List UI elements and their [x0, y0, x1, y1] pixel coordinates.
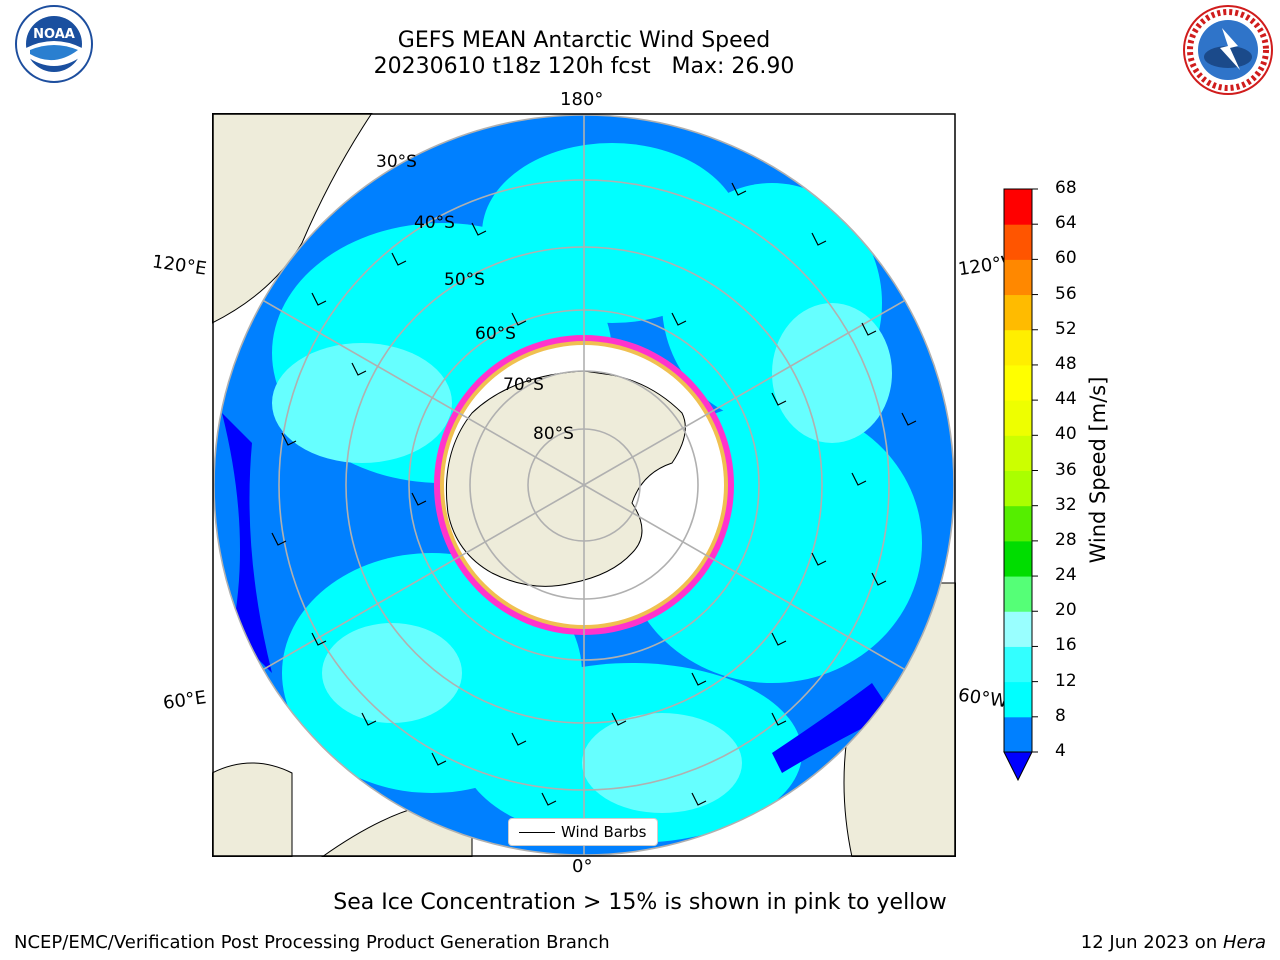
colorbar-tick-label: 24	[1055, 565, 1077, 586]
colorbar-tick-label: 40	[1055, 424, 1077, 445]
colorbar-segment	[1004, 540, 1032, 577]
footer-date-text: 12 Jun 2023 on	[1080, 932, 1223, 953]
legend-label: Wind Barbs	[561, 823, 647, 841]
colorbar-segment	[1004, 716, 1032, 753]
nws-logo	[1183, 5, 1273, 95]
colorbar-segment	[1004, 611, 1032, 647]
colorbar-segment	[1004, 224, 1032, 260]
colorbar-segment	[1004, 505, 1032, 542]
land-australia-corner	[212, 113, 373, 324]
colorbar-segment	[1004, 681, 1032, 718]
footer-host: Hera	[1222, 932, 1266, 953]
colorbar-tick-label: 64	[1055, 213, 1077, 234]
lon-label-60e: 60°E	[161, 687, 208, 714]
lon-label-180: 180°	[560, 89, 604, 110]
colorbar-segment	[1004, 259, 1032, 296]
lat-label-60s: 60°S	[475, 324, 516, 344]
colorbar-tick-label: 8	[1055, 705, 1066, 726]
colorbar-tick-label: 56	[1055, 283, 1077, 304]
colorbar-tick-label: 60	[1055, 248, 1077, 269]
map-frame	[212, 113, 956, 857]
colorbar-segment	[1004, 400, 1032, 436]
lon-label-120e: 120°E	[150, 251, 208, 280]
colorbar-segment	[1004, 294, 1032, 331]
lat-label-40s: 40°S	[414, 213, 455, 233]
map-legend: Wind Barbs	[508, 818, 658, 846]
colorbar-tick-label: 36	[1055, 459, 1077, 480]
lat-label-50s: 50°S	[444, 270, 485, 290]
colorbar-segment	[1004, 329, 1032, 366]
chart-title: GEFS MEAN Antarctic Wind Speed	[397, 28, 771, 53]
colorbar-segment	[1004, 435, 1032, 471]
colorbar-segment	[1004, 470, 1032, 507]
colorbar-segment	[1004, 364, 1032, 401]
colorbar-tick-label: 52	[1055, 318, 1077, 339]
colorbar-segment	[1004, 646, 1032, 683]
footer-credit: NCEP/EMC/Verification Post Processing Pr…	[14, 932, 610, 953]
lon-label-0: 0°	[572, 856, 593, 877]
colorbar-segment	[1004, 576, 1032, 612]
colorbar-tick-label: 44	[1055, 389, 1077, 410]
colorbar-label: Wind Speed [m/s]	[1086, 376, 1110, 564]
chart-subtitle: 20230610 t18z 120h fcst Max: 26.90	[373, 54, 795, 79]
colorbar-tick-label: 28	[1055, 529, 1077, 550]
lat-label-70s: 70°S	[503, 375, 544, 395]
wind-barbs	[271, 182, 917, 806]
lat-label-30s: 30°S	[376, 152, 417, 172]
colorbar-tick-label: 32	[1055, 494, 1077, 515]
wind-barb-swatch	[519, 832, 555, 833]
colorbar-segment	[1004, 189, 1032, 225]
colorbar	[1003, 188, 1038, 782]
noaa-logo-text: NOAA	[33, 27, 75, 42]
colorbar-tick-label: 16	[1055, 635, 1077, 656]
sea-ice-note: Sea Ice Concentration > 15% is shown in …	[333, 890, 947, 915]
polar-map	[212, 113, 956, 857]
colorbar-tick-label: 20	[1055, 600, 1077, 621]
land-africa-corner	[212, 762, 293, 857]
colorbar-tick-label: 48	[1055, 353, 1077, 374]
colorbar-tick-label: 68	[1055, 178, 1077, 198]
lat-label-80s: 80°S	[533, 424, 574, 444]
footer-date: 12 Jun 2023 on Hera	[1081, 932, 1266, 953]
colorbar-tick-label: 12	[1055, 670, 1077, 691]
noaa-logo: NOAA	[15, 5, 93, 83]
colorbar-extend	[1003, 751, 1033, 782]
graticule	[214, 115, 954, 855]
colorbar-tick-label: 4	[1055, 741, 1066, 761]
